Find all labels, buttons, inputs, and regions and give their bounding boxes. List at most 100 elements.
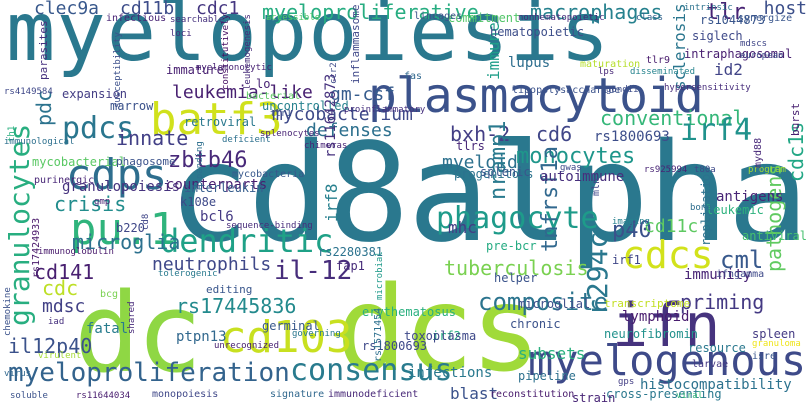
- word-chimeras: gwas: [560, 163, 582, 173]
- word-plasmacytoid: plasmacytoid: [368, 68, 704, 124]
- word-leukemialike: leukemia-like: [172, 82, 313, 103]
- word-constitutively: hypersensitivity: [664, 83, 751, 93]
- word-germinal: bcg: [100, 289, 119, 300]
- word-tlr: tlr: [706, 0, 746, 25]
- word-reconstitution: immunodeficient: [328, 389, 419, 400]
- word-governing: rs11644034: [76, 391, 131, 401]
- word-cd6: cd6: [536, 122, 573, 146]
- word-intraphagosomal: nonhematopoietic: [518, 13, 605, 23]
- word-isre: strain: [572, 391, 616, 404]
- word-replication: neurofibromin: [604, 327, 698, 341]
- word-rs1044873: mdscs: [740, 39, 768, 49]
- word-loci: hematopoietic: [490, 25, 584, 39]
- word-mycobacterial: mycobacterial: [32, 155, 126, 169]
- word-gondii: tlr9: [646, 55, 671, 66]
- word-blast: blast: [450, 384, 499, 403]
- word-spleen: spleen: [752, 327, 796, 341]
- word-immature: retroviral: [184, 115, 257, 129]
- word-burst: rs1044873: [700, 13, 766, 27]
- word-lo: splenic: [480, 165, 531, 179]
- word-batf3: batf3: [150, 94, 283, 145]
- word-commitment: pipeline: [518, 369, 576, 383]
- word-innate: innate: [116, 126, 189, 150]
- word-priming: priming: [680, 290, 765, 314]
- word-th1: parasites: [37, 20, 50, 80]
- word-mdsc: mdsc: [42, 296, 86, 317]
- word-lipopolysaccharide: burst: [789, 102, 802, 136]
- word-subsets: subsets: [518, 344, 586, 363]
- word-inflammasome: class: [636, 13, 664, 23]
- word-infectious: commitment: [448, 11, 521, 25]
- word-pipeline: erythematosus: [362, 305, 456, 319]
- word-dc: dc: [74, 269, 202, 397]
- word-tolerogenic: shared: [127, 301, 137, 334]
- word-intrinsic: lps: [598, 67, 615, 77]
- word-zbtb46: zbtb46: [168, 148, 248, 173]
- word-counterparts: granuloma: [752, 339, 801, 349]
- word-autoimmune: tlrs: [456, 139, 485, 153]
- word-proinflammatory: ccr2: [329, 62, 339, 84]
- word-rs11644034: virus: [4, 369, 32, 379]
- word-signature: soluble: [10, 391, 48, 401]
- word-microglial: chronic: [510, 317, 561, 331]
- word-leukemic: transcriptome: [604, 297, 691, 310]
- word-microbial: editing: [206, 283, 253, 296]
- word-virulent: immunoglobulin: [38, 247, 114, 257]
- word-fatal: fatal: [86, 321, 129, 337]
- word-myeloid: myeloid: [442, 152, 518, 173]
- word-leukemogenesis: gondii: [606, 85, 639, 95]
- word-p40: p40: [612, 218, 652, 243]
- word-european: intraphagosomal: [684, 47, 793, 61]
- word-sequencebinding: rs1571454: [373, 307, 384, 362]
- word-infections: infections: [408, 365, 493, 381]
- word-expansion: marrow: [110, 99, 154, 113]
- word-neurofibromin: germinal: [262, 319, 320, 333]
- word-synergize: european: [740, 51, 784, 61]
- word-tlrs: pre-bcr: [486, 239, 537, 253]
- word-dcs: dcs: [336, 260, 541, 398]
- word-larval: splenocytes: [260, 129, 320, 139]
- word-deficient: tlr1: [270, 109, 292, 119]
- word-myeloproliferation: myeloproliferation: [8, 358, 290, 388]
- word-crosspresenting: reconstitution: [490, 389, 575, 400]
- word-antiviral: irf1: [612, 253, 641, 267]
- word-ccr2: fas: [404, 71, 423, 82]
- word-rs17445836: rs17445836: [176, 294, 297, 318]
- word-monocytes: monocytes: [516, 144, 636, 169]
- word-resource: irf2: [432, 329, 461, 343]
- word-mln: imaging: [612, 217, 650, 227]
- word-consensus: consensus: [290, 353, 453, 388]
- word-soluble: virulent: [38, 351, 82, 361]
- word-cd103: cd103: [220, 312, 353, 363]
- word-immunodeficient: monopoiesis: [152, 389, 219, 400]
- word-rs925994: program: [748, 165, 786, 175]
- word-nramp1: nramp1: [486, 120, 511, 200]
- word-gmcsf: gm-csf: [330, 84, 396, 105]
- word-helper: expansion: [62, 87, 128, 101]
- word-mycobacteria: rs2280381: [318, 245, 384, 259]
- word-myd88: rs925994: [644, 165, 688, 175]
- word-tlr9: synergize: [738, 13, 793, 24]
- word-cdc1: cdc1: [196, 0, 240, 19]
- word-macrophages: macrophages: [530, 0, 663, 24]
- word-viral: larvae: [692, 359, 729, 370]
- word-granuloma: isre: [752, 351, 777, 362]
- word-chemokine: iad: [48, 317, 65, 327]
- word-phagocyte: phagocyte: [436, 201, 599, 236]
- word-granulopoiesis: granulopoiesis: [62, 179, 181, 195]
- word-virus: chemokine: [3, 287, 13, 336]
- word-cd11b: cd11b: [120, 0, 175, 19]
- word-irf4: irf4: [680, 113, 753, 148]
- word-immunological: rs4149584: [4, 87, 53, 97]
- word-il12p40: il12p40: [8, 334, 93, 358]
- word-il12: il-12: [274, 256, 353, 286]
- word-microglia: microglia: [72, 230, 181, 254]
- word-purinergic: phagosome: [116, 155, 176, 168]
- word-hypersensitivity: lipopolysaccharide: [512, 85, 621, 96]
- word-gps: ifngamma: [716, 269, 765, 280]
- word-splenic: progenitors: [454, 167, 534, 181]
- word-phagosome: immunological: [4, 137, 75, 147]
- word-maturation: mln: [591, 177, 602, 196]
- word-disseminated: chimeras: [304, 141, 348, 151]
- word-interleukin: k108e: [180, 195, 217, 209]
